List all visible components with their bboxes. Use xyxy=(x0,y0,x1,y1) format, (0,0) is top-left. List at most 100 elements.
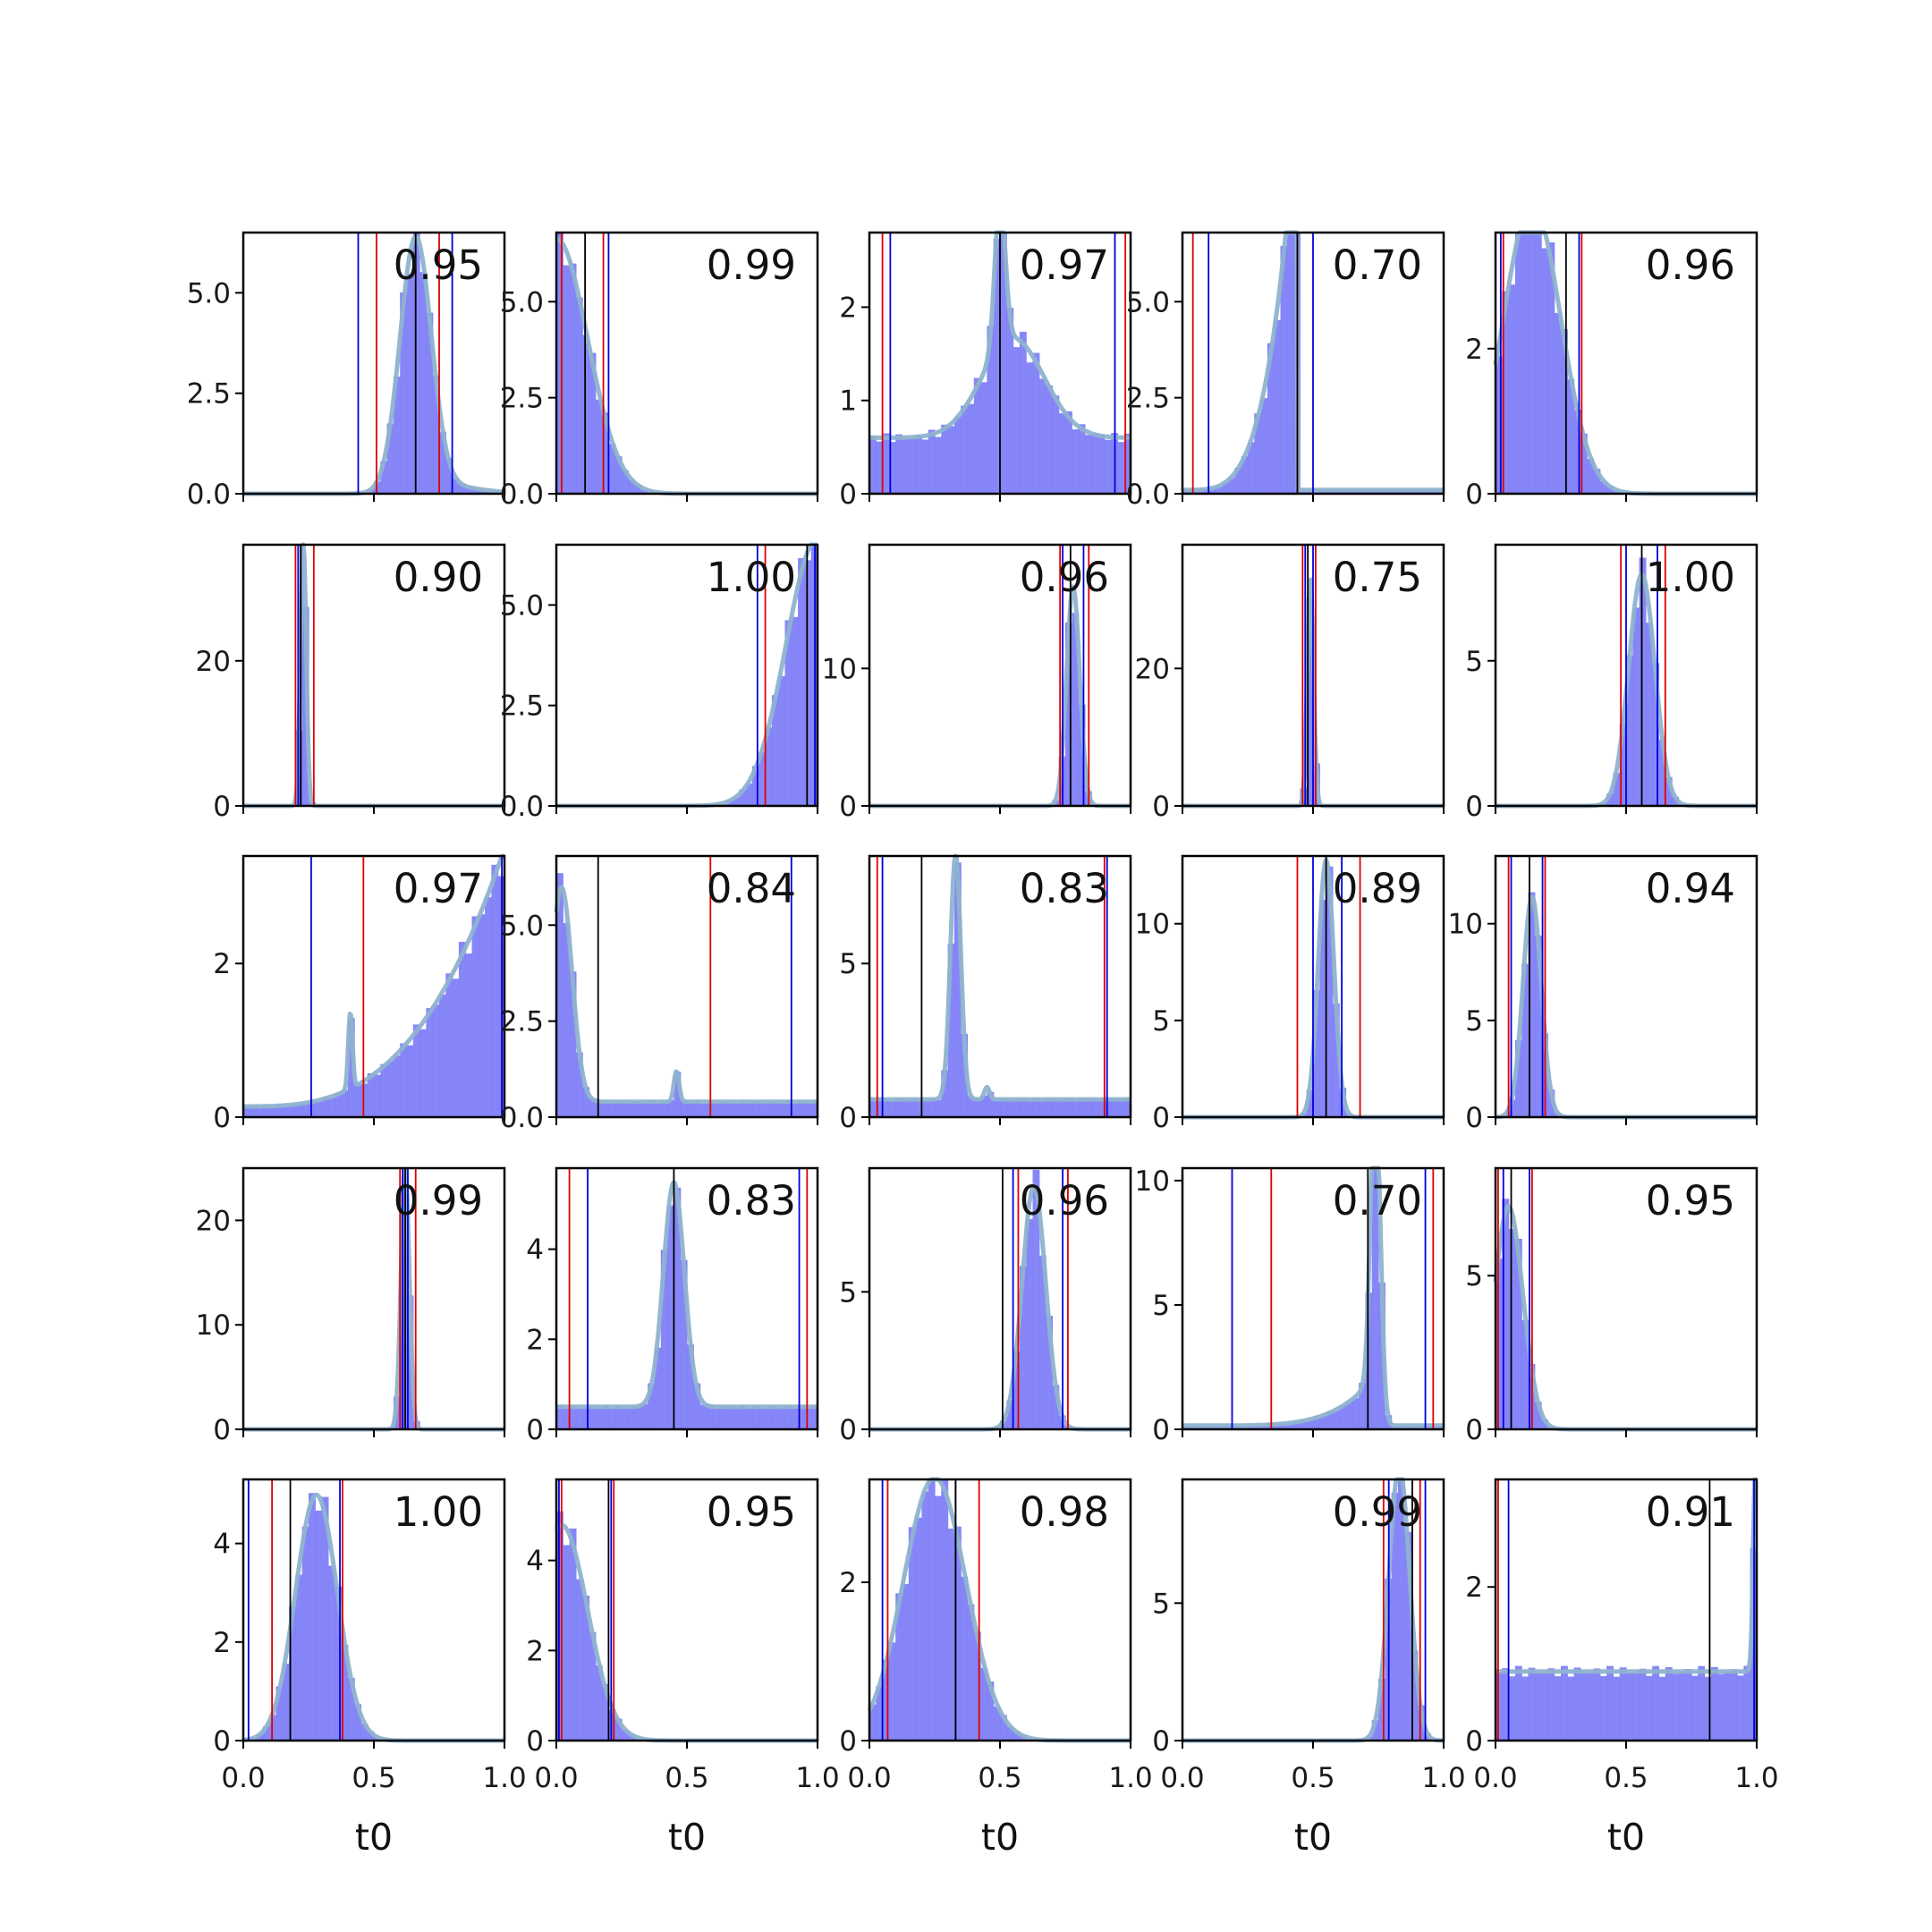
y-tick-label: 0 xyxy=(213,1102,231,1134)
histogram-bar xyxy=(941,424,949,494)
histogram-bar xyxy=(654,1347,662,1429)
histogram-bar xyxy=(1026,1219,1034,1429)
histogram-bar xyxy=(575,1052,583,1117)
histogram-bar xyxy=(563,265,571,494)
histogram-bar xyxy=(1078,704,1086,806)
histogram-bar xyxy=(733,1407,740,1429)
histogram-bar xyxy=(628,1406,636,1429)
y-tick-label: 0 xyxy=(1152,791,1170,823)
panel-score-label: 1.00 xyxy=(1646,554,1735,601)
histogram-bar xyxy=(1502,291,1510,494)
y-tick-label: 5 xyxy=(1465,1005,1483,1038)
histogram-bar xyxy=(1496,1258,1503,1429)
histogram-bar xyxy=(282,1106,290,1117)
histogram-bar xyxy=(1514,233,1522,494)
histogram-bar xyxy=(1613,773,1621,806)
histogram-bar xyxy=(745,1103,753,1117)
histogram-bar xyxy=(309,1100,316,1117)
histogram-bar xyxy=(589,1406,597,1429)
histogram-bar xyxy=(1593,469,1601,494)
histogram-bar xyxy=(1391,1492,1399,1741)
histogram-bar xyxy=(1541,248,1548,494)
histogram-bar xyxy=(569,1528,577,1741)
histogram-bar xyxy=(928,1097,936,1117)
histogram-bar xyxy=(876,1686,884,1741)
histogram-bar xyxy=(1038,1100,1046,1117)
x-tick-label: 0.5 xyxy=(978,1762,1021,1794)
histogram-bar xyxy=(432,1004,440,1117)
histogram-bar xyxy=(693,1100,701,1117)
y-tick-label: 20 xyxy=(196,646,231,678)
panel-score-label: 0.70 xyxy=(1333,1177,1422,1224)
histogram-bar xyxy=(282,1663,290,1741)
histogram-bar xyxy=(993,238,1001,494)
histogram-bar xyxy=(563,922,571,1117)
histogram-bar xyxy=(1587,1672,1595,1741)
histogram-bar xyxy=(640,1403,648,1429)
histogram-bar xyxy=(1652,1665,1660,1741)
density-curve xyxy=(868,853,1132,1102)
x-axis-label: t0 xyxy=(355,1816,393,1859)
histogram-bar xyxy=(1534,1673,1542,1741)
histogram-bar xyxy=(888,1100,896,1117)
histogram-bar xyxy=(1052,1385,1060,1429)
y-tick-label: 5 xyxy=(1152,1005,1170,1038)
panel-score-label: 0.99 xyxy=(707,242,796,289)
histogram-bar xyxy=(1032,352,1040,494)
y-tick-label: 10 xyxy=(1135,909,1170,941)
histogram-bar xyxy=(935,1099,942,1117)
histogram-bar xyxy=(1013,1099,1021,1117)
histogram-bar xyxy=(915,1517,922,1741)
panel-1-3: 0 1 2 0.97 xyxy=(839,230,1132,511)
histogram-bar xyxy=(1626,1673,1633,1741)
histogram-bar xyxy=(908,1527,916,1741)
histogram-bar xyxy=(687,1102,694,1117)
density-curve xyxy=(1494,1477,1758,1674)
y-tick-label: 2 xyxy=(213,1627,231,1659)
histogram-bar xyxy=(810,1405,818,1429)
histogram-bar xyxy=(1672,1674,1679,1741)
histogram-bar xyxy=(752,1404,759,1429)
histogram-bar xyxy=(1215,487,1223,494)
panel-4-1: 0 10 20 0.99 xyxy=(196,1166,506,1446)
histogram-bar xyxy=(269,1106,277,1117)
histogram-bar xyxy=(289,1104,296,1117)
histogram-bar xyxy=(1528,1667,1536,1741)
histogram-bar xyxy=(674,1072,682,1117)
histogram-bar xyxy=(1052,1099,1060,1117)
histogram-bar xyxy=(595,1665,603,1741)
histogram-bar xyxy=(1502,1199,1510,1429)
y-tick-label: 0.0 xyxy=(500,791,544,823)
histogram-bar xyxy=(1000,1098,1007,1117)
histogram-bar xyxy=(445,973,453,1117)
histogram-bar xyxy=(354,1704,361,1741)
histogram-bar xyxy=(1567,378,1575,494)
histogram-bar xyxy=(1521,1676,1530,1741)
x-tick-label: 0.0 xyxy=(1160,1762,1204,1794)
x-tick-label: 0.5 xyxy=(665,1762,708,1794)
histogram-bar xyxy=(752,1100,759,1117)
y-tick-label: 2 xyxy=(213,948,231,980)
histogram-bar xyxy=(400,292,408,494)
histogram-bar xyxy=(713,1408,721,1429)
histogram-bar xyxy=(426,312,434,494)
histogram-bar xyxy=(250,1106,258,1117)
histogram-bar xyxy=(941,1479,949,1741)
panel-2-5: 051.00 xyxy=(1465,543,1758,823)
histogram-bar xyxy=(1626,655,1633,806)
histogram-bar xyxy=(1313,990,1320,1117)
histogram-bar xyxy=(1573,1667,1581,1741)
y-tick-label: 2 xyxy=(839,1567,857,1599)
histogram-bar xyxy=(1065,1097,1072,1117)
y-tick-label: 0 xyxy=(1152,1725,1170,1758)
histogram-bar xyxy=(1078,1097,1086,1117)
histogram-bar xyxy=(1019,1097,1027,1117)
histogram-bar xyxy=(869,1098,877,1117)
panel-5-2: 0 2 4 0.0 0.5 1.0 t0 0.95 xyxy=(526,1478,840,1859)
histogram-bar xyxy=(1580,1673,1588,1741)
histogram-bar xyxy=(798,1100,805,1117)
histogram-bar xyxy=(784,620,792,806)
panel-score-label: 0.97 xyxy=(394,865,483,912)
y-tick-label: 2.5 xyxy=(500,691,544,723)
x-tick-label: 0.5 xyxy=(1604,1762,1648,1794)
